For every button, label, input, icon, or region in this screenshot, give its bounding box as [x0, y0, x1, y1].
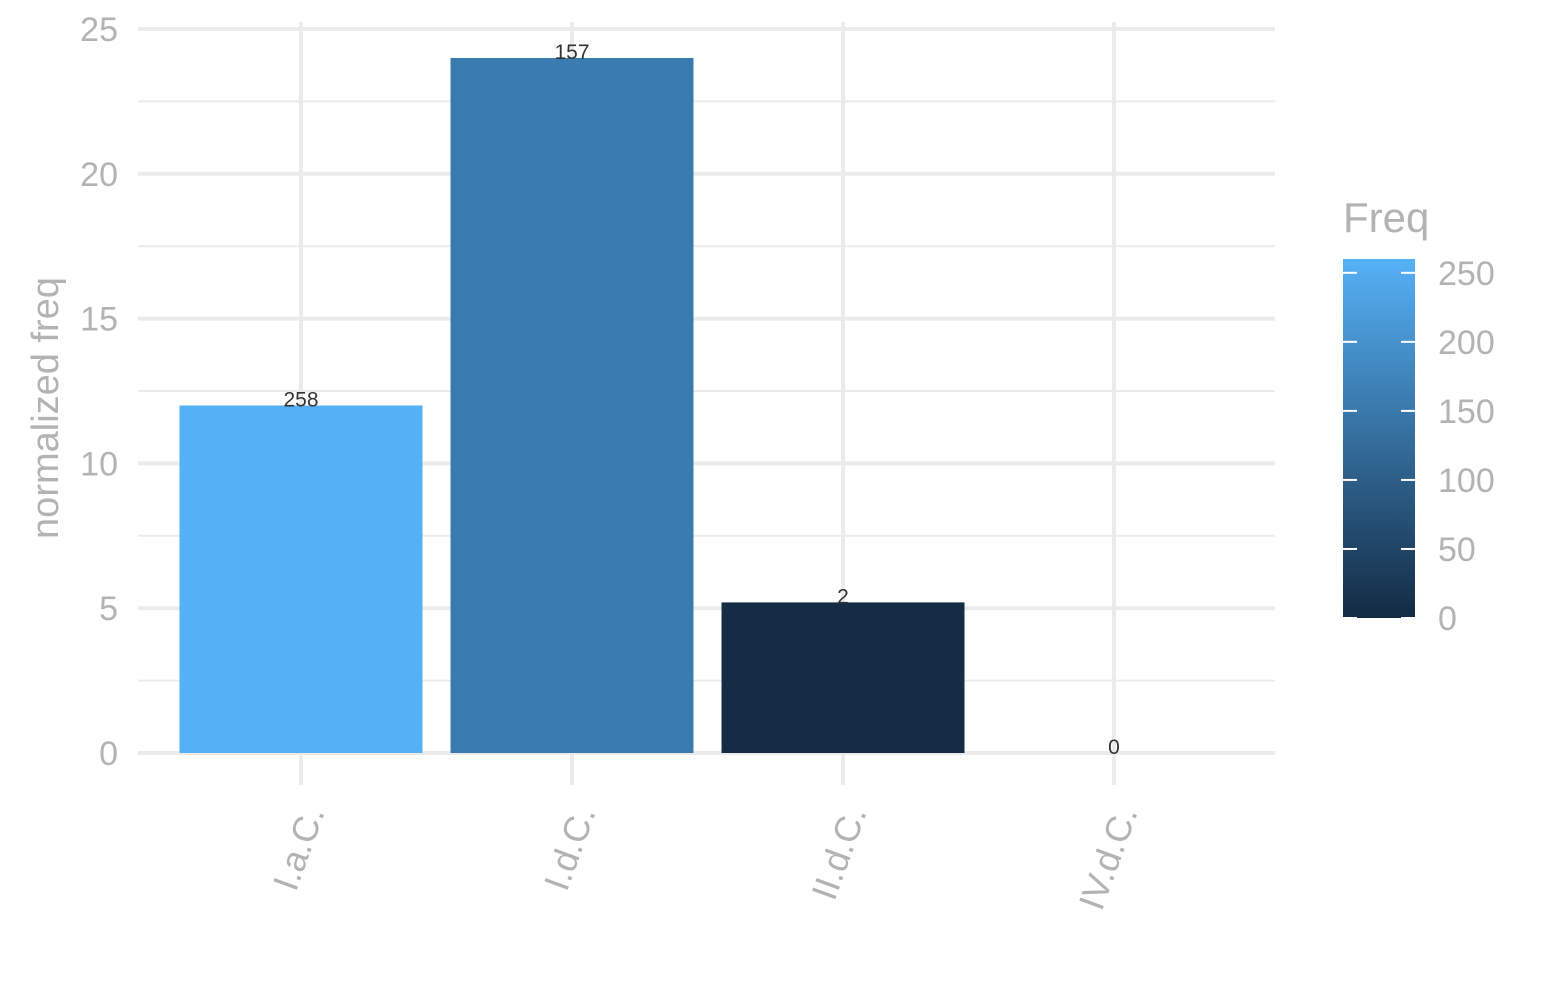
y-tick-label: 5: [99, 590, 118, 628]
x-tick-label: I.d.C.: [536, 801, 604, 896]
bars: [179, 57, 965, 753]
y-tick-label: 15: [80, 301, 118, 339]
y-axis-ticks: 0 5 10 15 20 25: [80, 11, 118, 773]
bar-labels: 258 157 2 0: [283, 41, 1119, 759]
x-tick-label: IV.d.C.: [1070, 801, 1145, 915]
legend-tick-label: 0: [1438, 600, 1457, 638]
bar-I.d.C.: [450, 57, 694, 753]
legend-tick-label: 250: [1438, 255, 1495, 293]
y-tick-label: 20: [80, 156, 118, 194]
legend-colorbar: [1343, 259, 1415, 618]
legend-ticks: 0 50 100 150 200 250: [1343, 255, 1495, 638]
bar-I.a.C.: [179, 405, 423, 753]
bar-II.d.C.: [721, 602, 965, 753]
bar-value-label: 258: [283, 388, 318, 411]
legend-title: Freq: [1343, 194, 1429, 241]
legend-tick-label: 50: [1438, 531, 1476, 569]
y-tick-label: 25: [80, 11, 118, 49]
x-axis-ticks: I.a.C. I.d.C. II.d.C. IV.d.C.: [265, 801, 1146, 915]
bar-value-label: 2: [837, 585, 849, 608]
legend: Freq 0 50 100 150 200 250: [1343, 194, 1495, 638]
x-tick-label: II.d.C.: [803, 801, 874, 905]
y-tick-label: 0: [99, 735, 118, 773]
y-axis-title: normalized freq: [25, 277, 67, 539]
y-tick-label: 10: [80, 445, 118, 483]
bar-value-label: 157: [554, 41, 589, 64]
x-tick-label: I.a.C.: [265, 801, 333, 896]
legend-tick-label: 100: [1438, 462, 1495, 500]
legend-tick-label: 200: [1438, 324, 1495, 362]
bar-value-label: 0: [1108, 736, 1120, 759]
legend-tick-label: 150: [1438, 393, 1495, 431]
